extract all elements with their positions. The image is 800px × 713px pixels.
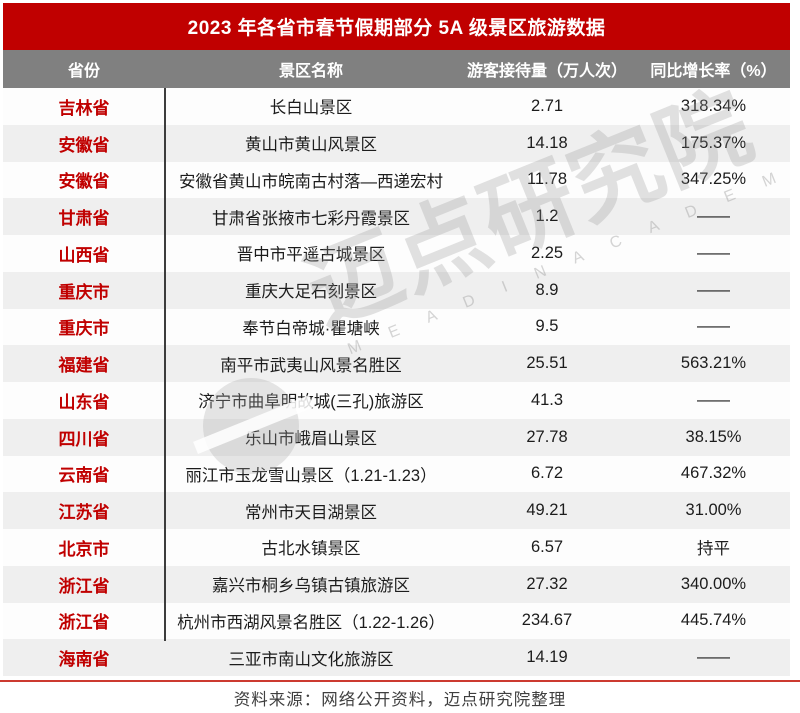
province-cell: 四川省 <box>58 429 110 449</box>
table-header-row: 省份 景区名称 游客接待量（万人次） 同比增长率（%） <box>3 50 790 88</box>
province-cell: 福建省 <box>58 356 110 376</box>
growth-rate-cell: 445.74% <box>680 611 747 630</box>
header-province: 省份 <box>67 63 100 80</box>
scenic-name-cell: 古北水镇景区 <box>261 540 361 559</box>
visitors-cell: 14.18 <box>526 133 568 152</box>
table-row: 吉林省 长白山景区 2.71 318.34% <box>3 88 790 125</box>
scenic-name-cell: 长白山景区 <box>269 99 353 118</box>
province-cell: 重庆市 <box>58 282 110 302</box>
growth-rate-cell: 318.34% <box>680 96 747 115</box>
growth-rate-cell: 347.25% <box>680 170 747 189</box>
scenic-name-cell: 晋中市平遥古城景区 <box>236 246 386 265</box>
growth-rate-cell: 持平 <box>697 540 730 559</box>
growth-rate-cell: —— <box>697 243 730 262</box>
province-cell: 甘肃省 <box>58 209 110 229</box>
scenic-name-cell: 济宁市曲阜明故城(三孔)旅游区 <box>198 393 424 412</box>
scenic-name-cell: 奉节白帝城·瞿塘峡 <box>242 319 380 338</box>
visitors-cell: 25.51 <box>526 354 568 373</box>
scenic-name-cell: 南平市武夷山风景名胜区 <box>220 356 402 375</box>
header-growth-rate: 同比增长率（%） <box>650 63 777 80</box>
table-row: 重庆市 重庆大足石刻景区 8.9 —— <box>3 271 790 309</box>
table-row: 云南省 丽江市玉龙雪山景区（1.21-1.23） 6.72 467.32% <box>3 455 790 493</box>
scenic-name-cell: 黄山市黄山风景区 <box>245 136 377 155</box>
province-cell: 安徽省 <box>58 135 110 155</box>
visitors-cell: 2.71 <box>530 96 564 115</box>
province-cell: 吉林省 <box>58 98 110 118</box>
table-row: 甘肃省 甘肃省张掖市七彩丹霞景区 1.2 —— <box>3 198 790 235</box>
data-source-text: 资料来源：网络公开资料，迈点研究院整理 <box>233 690 567 709</box>
scenic-name-cell: 常州市天目湖景区 <box>245 503 377 522</box>
growth-rate-cell: —— <box>697 317 730 336</box>
visitors-cell: 27.32 <box>526 574 568 593</box>
growth-rate-cell: —— <box>697 280 730 299</box>
table-row: 山东省 济宁市曲阜明故城(三孔)旅游区 41.3 —— <box>3 382 790 419</box>
scenic-name-cell: 丽江市玉龙雪山景区（1.21-1.23） <box>185 466 437 485</box>
visitors-cell: 27.78 <box>526 427 568 446</box>
visitors-cell: 1.2 <box>535 207 559 226</box>
table-row: 北京市 古北水镇景区 6.57 持平 <box>3 529 790 566</box>
scenic-name-cell: 甘肃省张掖市七彩丹霞景区 <box>212 209 410 228</box>
growth-rate-cell: —— <box>697 390 730 409</box>
province-cell: 山东省 <box>58 392 110 412</box>
table-title-text: 2023 年各省市春节假期部分 5A 级景区旅游数据 <box>187 18 606 39</box>
visitors-cell: 41.3 <box>530 390 564 409</box>
visitors-cell: 2.25 <box>530 243 564 262</box>
visitors-cell: 49.21 <box>526 501 568 520</box>
province-cell: 浙江省 <box>58 613 110 633</box>
table-row: 浙江省 杭州市西湖风景名胜区（1.22-1.26） 234.67 445.74% <box>3 602 790 640</box>
visitors-cell: 6.57 <box>530 537 564 556</box>
growth-rate-cell: 467.32% <box>680 464 747 483</box>
growth-rate-cell: —— <box>697 207 730 226</box>
scenic-name-cell: 杭州市西湖风景名胜区（1.22-1.26） <box>177 613 445 632</box>
table-row: 山西省 晋中市平遥古城景区 2.25 —— <box>3 235 790 272</box>
header-scenic-name: 景区名称 <box>278 63 343 80</box>
table-row: 重庆市 奉节白帝城·瞿塘峡 9.5 —— <box>3 308 790 346</box>
province-cell: 海南省 <box>58 650 110 670</box>
growth-rate-cell: 340.00% <box>680 574 747 593</box>
visitors-cell: 6.72 <box>530 464 564 483</box>
header-visitors: 游客接待量（万人次） <box>466 63 627 80</box>
visitors-cell: 11.78 <box>526 170 568 189</box>
growth-rate-cell: 38.15% <box>685 427 742 446</box>
scenic-name-cell: 嘉兴市桐乡乌镇古镇旅游区 <box>212 577 410 596</box>
table-row: 福建省 南平市武夷山风景名胜区 25.51 563.21% <box>3 345 790 382</box>
growth-rate-cell: 563.21% <box>680 354 747 373</box>
footer-rule-line <box>0 680 800 682</box>
scenic-name-cell: 重庆大足石刻景区 <box>245 283 377 302</box>
province-cell: 浙江省 <box>58 576 110 596</box>
visitors-cell: 14.19 <box>526 648 568 667</box>
table-row: 安徽省 黄山市黄山风景区 14.18 175.37% <box>3 124 790 162</box>
growth-rate-cell: 31.00% <box>685 501 742 520</box>
table-title: 2023 年各省市春节假期部分 5A 级景区旅游数据 <box>3 3 790 50</box>
table-row: 四川省 乐山市峨眉山景区 27.78 38.15% <box>3 418 790 456</box>
province-cell: 山西省 <box>58 245 110 265</box>
table-body: 吉林省 长白山景区 2.71 318.34% 安徽省 黄山市黄山风景区 14.1… <box>3 88 790 676</box>
data-source-note: 资料来源：网络公开资料，迈点研究院整理 <box>0 682 800 713</box>
province-cell: 安徽省 <box>58 172 110 192</box>
scenic-name-cell: 安徽省黄山市皖南古村落—西递宏村 <box>179 172 443 191</box>
growth-rate-cell: 175.37% <box>680 133 747 152</box>
growth-rate-cell: —— <box>697 648 730 667</box>
visitors-cell: 8.9 <box>535 280 559 299</box>
scenic-name-cell: 三亚市南山文化旅游区 <box>228 650 394 669</box>
province-cell: 重庆市 <box>58 319 110 339</box>
column-divider-line <box>164 88 166 641</box>
table-row: 海南省 三亚市南山文化旅游区 14.19 —— <box>3 639 790 676</box>
table-row: 浙江省 嘉兴市桐乡乌镇古镇旅游区 27.32 340.00% <box>3 565 790 603</box>
visitors-cell: 9.5 <box>535 317 559 336</box>
visitors-cell: 234.67 <box>521 611 573 630</box>
table-row: 安徽省 安徽省黄山市皖南古村落—西递宏村 11.78 347.25% <box>3 161 790 199</box>
province-cell: 北京市 <box>58 539 110 559</box>
scenic-name-cell: 乐山市峨眉山景区 <box>245 430 377 449</box>
province-cell: 江苏省 <box>58 503 110 523</box>
table-row: 江苏省 常州市天目湖景区 49.21 31.00% <box>3 492 790 529</box>
province-cell: 云南省 <box>58 466 110 486</box>
